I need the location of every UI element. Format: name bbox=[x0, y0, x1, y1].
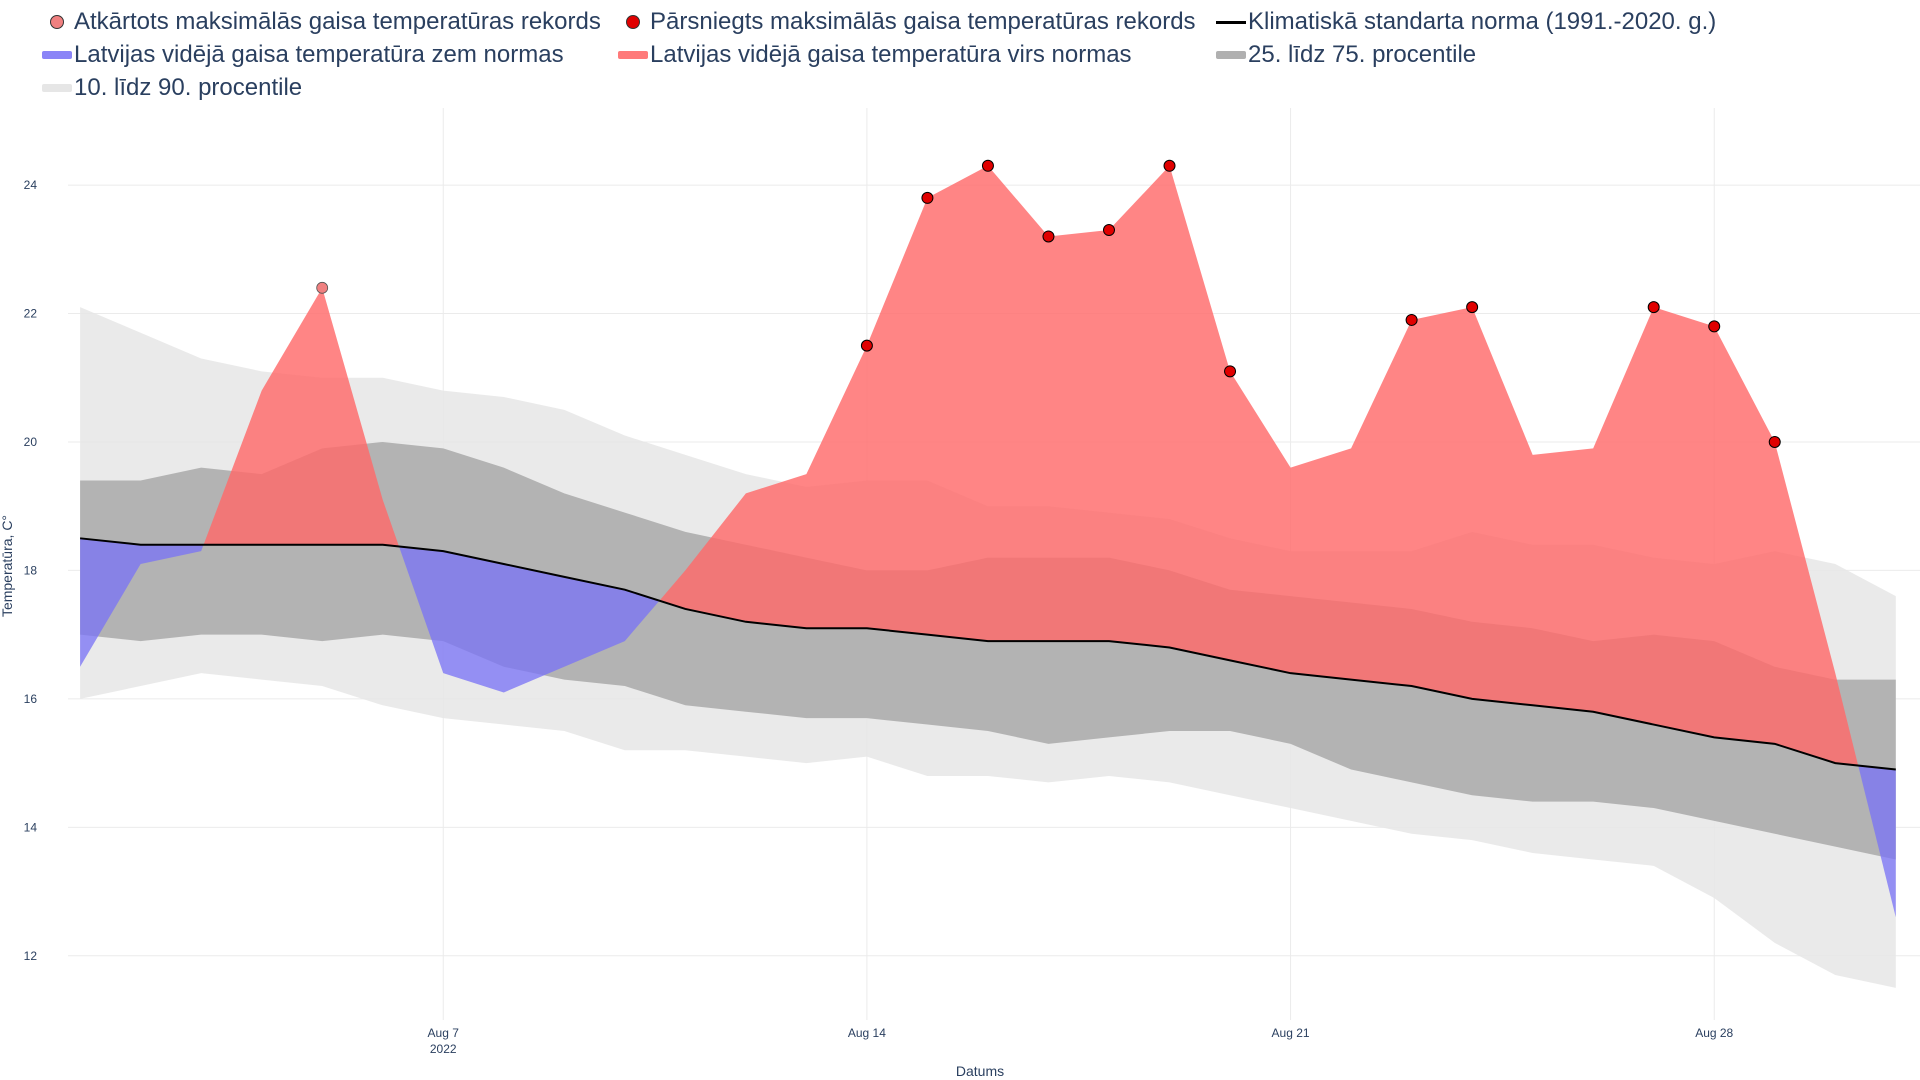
exceeded-record-point[interactable] bbox=[1466, 301, 1479, 314]
x-tick-label: Aug 14 bbox=[848, 1026, 886, 1040]
legend-marker-p10-90 bbox=[42, 84, 72, 92]
exceeded-record-point[interactable] bbox=[981, 159, 994, 172]
legend-marker-climate-norm bbox=[1216, 20, 1246, 24]
y-axis-title: Temperatūra, C° bbox=[0, 515, 15, 617]
y-tick-label: 18 bbox=[24, 563, 38, 577]
repeated-record-point[interactable] bbox=[316, 281, 329, 294]
area-above-norm bbox=[659, 165, 1859, 766]
exceeded-record-point[interactable] bbox=[1042, 230, 1055, 243]
percentile-bands bbox=[80, 307, 1896, 988]
legend-label-exceeded-record: Pārsniegts maksimālās gaisa temperatūras… bbox=[650, 8, 1196, 35]
anomaly-areas bbox=[80, 165, 1896, 918]
band-p25-75 bbox=[80, 441, 1896, 860]
area-below-norm bbox=[399, 546, 660, 693]
x-axis-ticks: Aug 7 2022 Aug 14 Aug 21 Aug 28 bbox=[428, 1026, 1734, 1056]
legend-marker-above-norm bbox=[618, 51, 648, 59]
x-tick-label: Aug 21 bbox=[1272, 1026, 1310, 1040]
legend-label-repeated-record: Atkārtots maksimālās gaisa temperatūras … bbox=[74, 8, 601, 35]
exceeded-record-point[interactable] bbox=[860, 339, 873, 352]
x-tick-sublabel: 2022 bbox=[430, 1042, 457, 1056]
y-tick-label: 16 bbox=[24, 692, 38, 706]
norm-line bbox=[79, 537, 1896, 771]
x-tick-label: Aug 28 bbox=[1695, 1026, 1733, 1040]
norm-line-group bbox=[79, 537, 1896, 771]
exceeded-record-point[interactable] bbox=[921, 191, 934, 204]
legend-label-above-norm: Latvijas vidējā gaisa temperatūra virs n… bbox=[650, 41, 1132, 68]
chart-legend: Atkārtots maksimālās gaisa temperatūras … bbox=[40, 6, 1900, 106]
legend-item-p10-90[interactable]: 10. līdz 90. procentile bbox=[40, 74, 302, 102]
area-above-norm bbox=[203, 287, 400, 547]
legend-item-below-norm[interactable]: Latvijas vidējā gaisa temperatūra zem no… bbox=[40, 41, 564, 69]
legend-item-p25-75[interactable]: 25. līdz 75. procentile bbox=[1214, 41, 1476, 69]
legend-item-repeated-record[interactable]: Atkārtots maksimālās gaisa temperatūras … bbox=[40, 8, 601, 36]
legend-item-above-norm[interactable]: Latvijas vidējā gaisa temperatūra virs n… bbox=[616, 41, 1132, 69]
exceeded-record-point[interactable] bbox=[1708, 320, 1721, 333]
legend-marker-repeated-record bbox=[50, 15, 64, 29]
y-tick-label: 24 bbox=[24, 178, 38, 192]
y-tick-label: 12 bbox=[24, 949, 38, 963]
legend-label-below-norm: Latvijas vidējā gaisa temperatūra zem no… bbox=[74, 41, 564, 68]
exceeded-record-point[interactable] bbox=[1768, 435, 1781, 448]
area-below-norm bbox=[1858, 765, 1896, 918]
legend-item-exceeded-record[interactable]: Pārsniegts maksimālās gaisa temperatūras… bbox=[616, 8, 1196, 36]
legend-marker-below-norm bbox=[42, 51, 72, 59]
exceeded-record-point[interactable] bbox=[1224, 365, 1237, 378]
record-markers bbox=[316, 159, 1781, 448]
exceeded-record-point[interactable] bbox=[1647, 301, 1660, 314]
y-axis-ticks: 12 14 16 18 20 22 24 bbox=[24, 178, 38, 963]
legend-label-p25-75: 25. līdz 75. procentile bbox=[1248, 41, 1477, 68]
legend-label-climate-norm: Klimatiskā standarta norma (1991.-2020. … bbox=[1248, 8, 1717, 35]
x-tick-label: Aug 7 bbox=[428, 1026, 460, 1040]
legend-item-climate-norm[interactable]: Klimatiskā standarta norma (1991.-2020. … bbox=[1214, 8, 1716, 36]
exceeded-record-point[interactable] bbox=[1163, 159, 1176, 172]
exceeded-record-point[interactable] bbox=[1405, 313, 1418, 326]
x-axis-title: Datums bbox=[956, 1063, 1004, 1079]
area-below-norm bbox=[80, 538, 204, 667]
exceeded-record-point[interactable] bbox=[1102, 224, 1115, 237]
legend-marker-exceeded-record bbox=[626, 15, 640, 29]
y-tick-label: 20 bbox=[24, 435, 38, 449]
legend-label-p10-90: 10. līdz 90. procentile bbox=[74, 74, 303, 101]
y-tick-label: 14 bbox=[24, 820, 38, 834]
legend-marker-p25-75 bbox=[1216, 51, 1246, 59]
y-tick-label: 22 bbox=[24, 307, 38, 321]
